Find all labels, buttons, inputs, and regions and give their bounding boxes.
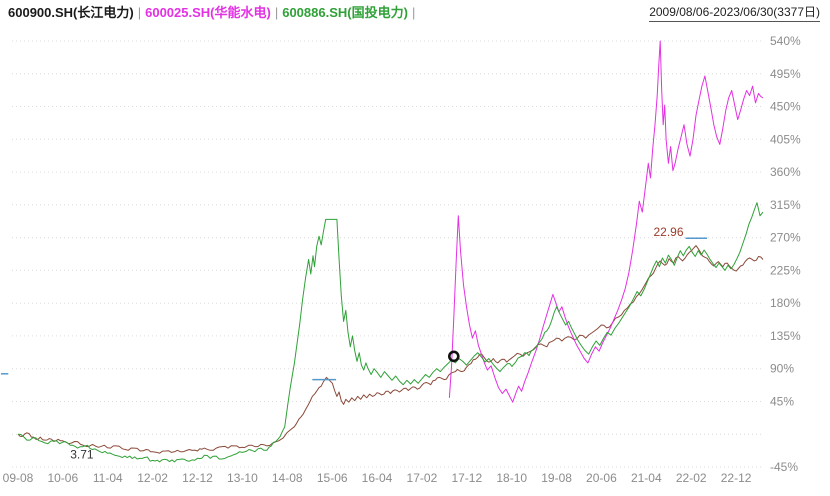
x-axis-label: 17-12 [451,471,482,485]
x-axis-label: 12-12 [182,471,213,485]
x-axis-label: 19-08 [541,471,572,485]
price-annotation: 3.71 [70,447,94,461]
series-line-600900 [17,245,764,454]
y-axis-label: 180% [770,296,801,310]
y-axis-label: 405% [770,132,801,146]
y-axis-label: 45% [770,395,794,409]
date-range[interactable]: 2009/08/06-2023/06/30(3377日) [649,5,820,22]
cursor-ring-marker [447,350,460,363]
price-chart[interactable]: 540% 495% 450% 405% 360% 315% 270% 225% 180% 135%… [0,26,830,496]
series-line-600025 [448,40,764,403]
y-axis-label: 495% [770,67,801,81]
y-axis-label: 135% [770,329,801,343]
x-axis-label: 21-04 [631,471,662,485]
x-axis-label: 22-12 [721,471,752,485]
x-axis-label: 11-04 [93,471,123,485]
series-line-600886 [17,202,764,463]
price-annotation: 22.96 [654,225,684,239]
legend-separator: | [274,5,279,20]
y-axis-label: 225% [770,263,801,277]
x-axis-label: 14-08 [272,471,303,485]
x-axis-label: 20-06 [586,471,617,485]
y-axis-label: -45% [770,460,798,474]
y-axis-label: 315% [770,198,801,212]
y-axis-label: 360% [770,165,801,179]
y-axis-label: 450% [770,100,801,114]
x-axis-label: 22-02 [676,471,707,485]
x-axis-label: 15-06 [317,471,348,485]
y-axis-label: 90% [770,362,794,376]
y-axis-label: 270% [770,231,801,245]
legend-600025[interactable]: 600025.SH(华能水电) [145,5,271,20]
legend-600900[interactable]: 600900.SH(长江电力) [8,5,134,20]
x-axis-label: 12-02 [137,471,168,485]
legend-separator: | [137,5,142,20]
y-axis-label: 540% [770,34,801,48]
x-axis-label: 09-08 [3,471,34,485]
series-legend: 600900.SH(长江电力) | 600025.SH(华能水电) | 600886.S… [8,5,419,21]
x-axis-label: 18-10 [496,471,527,485]
x-axis-label: 10-06 [47,471,78,485]
chart-header: 600900.SH(长江电力) | 600025.SH(华能水电) | 600886.S… [0,0,830,26]
legend-separator: | [411,5,416,20]
legend-600886[interactable]: 600886.SH(国投电力) [282,5,408,20]
x-axis-label: 13-10 [227,471,258,485]
x-axis-label: 17-02 [407,471,438,485]
x-axis-label: 16-04 [362,471,393,485]
